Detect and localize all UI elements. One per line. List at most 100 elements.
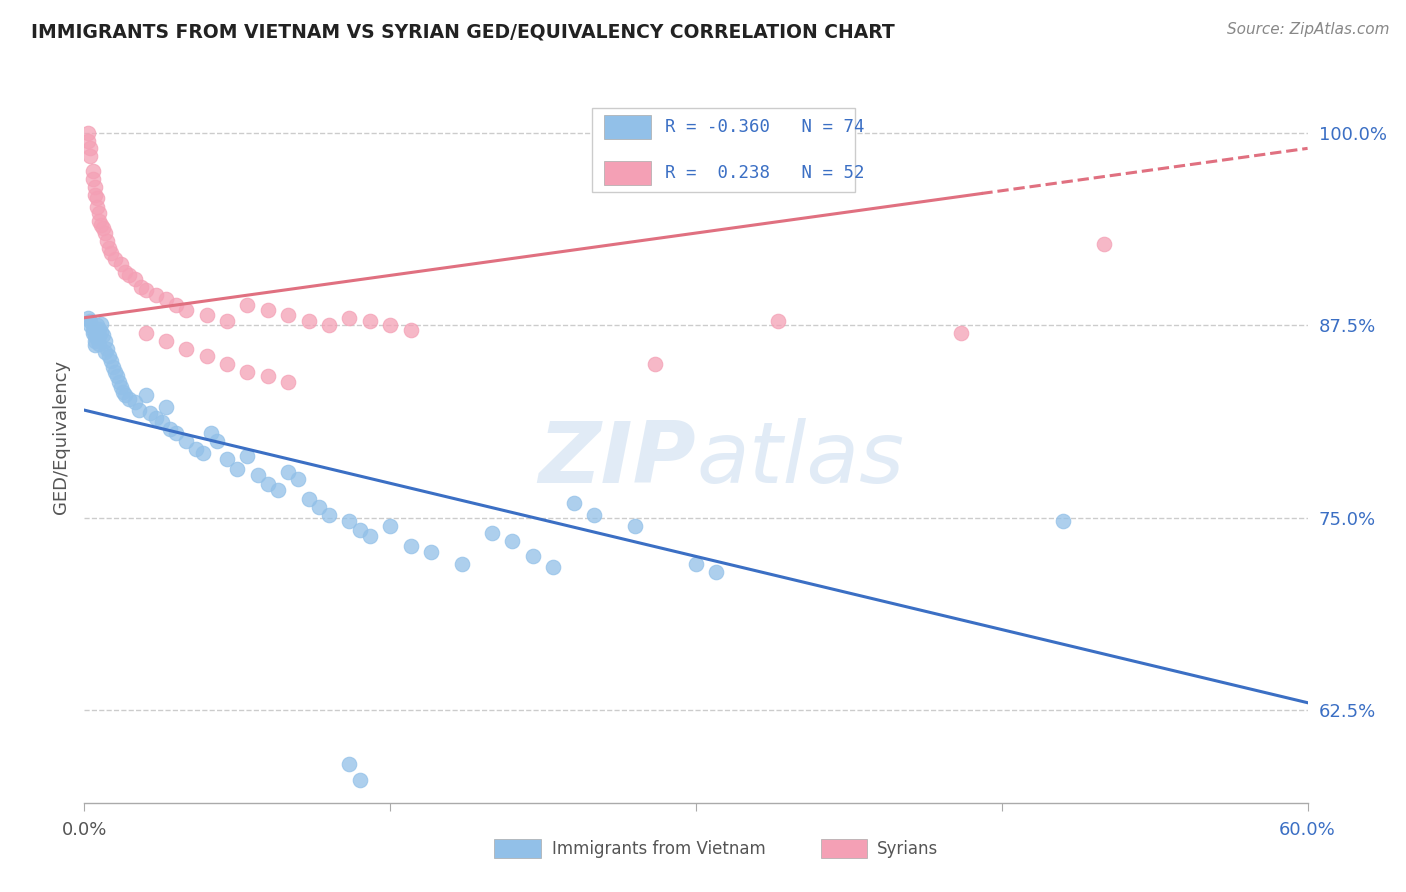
Point — [90, 219, 112, 233]
Point — [277, 465, 299, 479]
Point — [318, 508, 340, 522]
Bar — [494, 839, 541, 858]
Point — [420, 545, 443, 559]
Text: IMMIGRANTS FROM VIETNAM VS SYRIAN GED/EQUIVALENCY CORRELATION CHART: IMMIGRANTS FROM VIETNAM VS SYRIAN GED/EQ… — [31, 22, 894, 41]
Point — [349, 523, 371, 537]
Point — [685, 557, 707, 571]
Point — [79, 314, 101, 328]
Point — [91, 221, 114, 235]
Point — [339, 757, 361, 772]
Point — [112, 384, 135, 399]
Point — [349, 772, 371, 787]
Point — [131, 280, 153, 294]
Point — [217, 452, 239, 467]
Point — [150, 416, 173, 430]
Point — [100, 246, 122, 260]
Point — [217, 314, 239, 328]
Point — [277, 376, 299, 390]
Point — [217, 357, 239, 371]
Point — [318, 318, 340, 333]
Point — [83, 329, 105, 343]
Point — [77, 310, 100, 325]
Point — [86, 191, 108, 205]
Point — [287, 472, 309, 486]
Point — [86, 200, 108, 214]
Point — [205, 434, 228, 448]
FancyBboxPatch shape — [592, 108, 855, 192]
Point — [257, 369, 280, 384]
Point — [118, 392, 141, 407]
Point — [583, 508, 606, 522]
Point — [380, 518, 402, 533]
Point — [155, 334, 177, 348]
Point — [624, 518, 647, 533]
Point — [236, 298, 259, 312]
Point — [87, 329, 110, 343]
Point — [236, 365, 259, 379]
Point — [90, 317, 112, 331]
Text: R = -0.360   N = 74: R = -0.360 N = 74 — [665, 118, 865, 136]
Point — [108, 376, 131, 390]
Point — [165, 426, 187, 441]
Point — [118, 268, 141, 282]
Point — [165, 298, 187, 312]
Point — [135, 326, 157, 340]
Point — [110, 257, 132, 271]
Point — [105, 369, 128, 384]
Point — [186, 442, 208, 456]
Text: 60.0%: 60.0% — [1279, 821, 1336, 839]
Point — [104, 252, 127, 267]
Point — [83, 334, 105, 348]
Point — [155, 292, 177, 306]
Text: 0.0%: 0.0% — [62, 821, 107, 839]
Point — [644, 357, 666, 371]
Y-axis label: GED/Equivalency: GED/Equivalency — [52, 360, 70, 514]
Text: R =  0.238   N = 52: R = 0.238 N = 52 — [665, 164, 865, 182]
Point — [79, 141, 101, 155]
Point — [101, 359, 124, 374]
Point — [543, 560, 565, 574]
Point — [104, 365, 127, 379]
Point — [135, 388, 157, 402]
Point — [502, 534, 524, 549]
Point — [399, 323, 422, 337]
Point — [97, 349, 120, 363]
Point — [191, 446, 214, 460]
Point — [96, 234, 118, 248]
Point — [339, 514, 361, 528]
Point — [226, 461, 249, 475]
Point — [200, 426, 222, 441]
Text: Immigrants from Vietnam: Immigrants from Vietnam — [551, 839, 765, 857]
Point — [86, 326, 108, 340]
Point — [277, 308, 299, 322]
Point — [91, 327, 114, 342]
Point — [87, 337, 110, 351]
Point — [174, 342, 197, 356]
Point — [86, 318, 108, 333]
Point — [308, 500, 330, 515]
Bar — [821, 839, 868, 858]
Point — [399, 539, 422, 553]
Point — [950, 326, 973, 340]
Point — [82, 164, 104, 178]
Point — [562, 495, 585, 509]
Point — [83, 179, 105, 194]
Text: ZIP: ZIP — [538, 417, 696, 500]
Point — [135, 283, 157, 297]
Point — [138, 406, 160, 420]
Bar — [605, 115, 651, 138]
Point — [246, 467, 269, 482]
Point — [93, 334, 115, 348]
Point — [79, 149, 101, 163]
Point — [97, 242, 120, 256]
Point — [79, 318, 101, 333]
Point — [128, 403, 150, 417]
Point — [174, 303, 197, 318]
Point — [93, 226, 115, 240]
Point — [90, 325, 112, 339]
Point — [339, 310, 361, 325]
Point — [83, 187, 105, 202]
Point — [82, 323, 104, 337]
Text: Source: ZipAtlas.com: Source: ZipAtlas.com — [1226, 22, 1389, 37]
Point — [77, 134, 100, 148]
